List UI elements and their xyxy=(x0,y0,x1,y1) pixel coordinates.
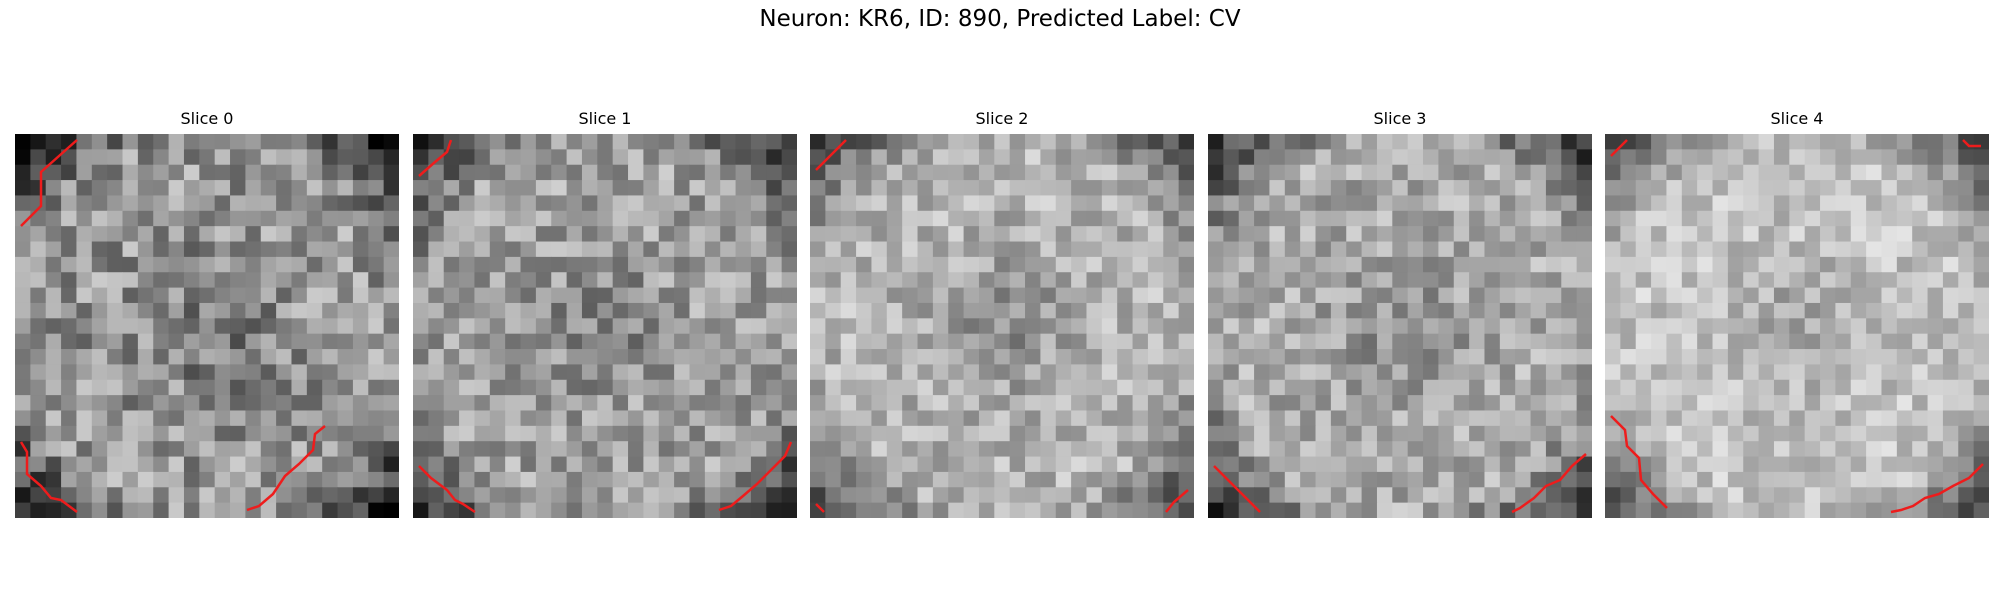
slice-title: Slice 2 xyxy=(975,109,1029,128)
slice-title: Slice 3 xyxy=(1373,109,1427,128)
cell-outline xyxy=(1962,139,1981,148)
slice-image xyxy=(1605,134,1989,518)
cell-outline xyxy=(418,139,453,177)
slice-panel-3: Slice 3 xyxy=(1208,108,1592,518)
cell-outline xyxy=(20,139,78,227)
cell-outline xyxy=(1890,463,1984,514)
figure-title: Neuron: KR6, ID: 890, Predicted Label: C… xyxy=(759,6,1241,32)
slice-panel-1: Slice 1 xyxy=(413,108,797,518)
cell-outline xyxy=(19,441,78,513)
slice-title: Slice 4 xyxy=(1770,109,1824,128)
slice-panel-0: Slice 0 xyxy=(15,108,399,518)
cell-outline xyxy=(1511,453,1587,514)
slice-image xyxy=(1208,134,1592,518)
slice-title: Slice 0 xyxy=(180,109,234,128)
cell-outline xyxy=(1610,415,1668,509)
slice-image xyxy=(810,134,1194,518)
cell-outline xyxy=(1610,139,1628,157)
slice-panel-2: Slice 2 xyxy=(810,108,1194,518)
cell-outline xyxy=(718,441,793,512)
slice-image xyxy=(413,134,797,518)
cell-outline xyxy=(815,139,847,171)
cell-outline xyxy=(1165,489,1189,513)
slice-panel-4: Slice 4 xyxy=(1605,108,1989,518)
cell-outline xyxy=(815,503,825,513)
cell-outline xyxy=(246,425,326,512)
slice-image xyxy=(15,134,399,518)
cell-outline xyxy=(418,465,476,514)
cell-outline xyxy=(1213,465,1261,513)
slice-title: Slice 1 xyxy=(578,109,632,128)
